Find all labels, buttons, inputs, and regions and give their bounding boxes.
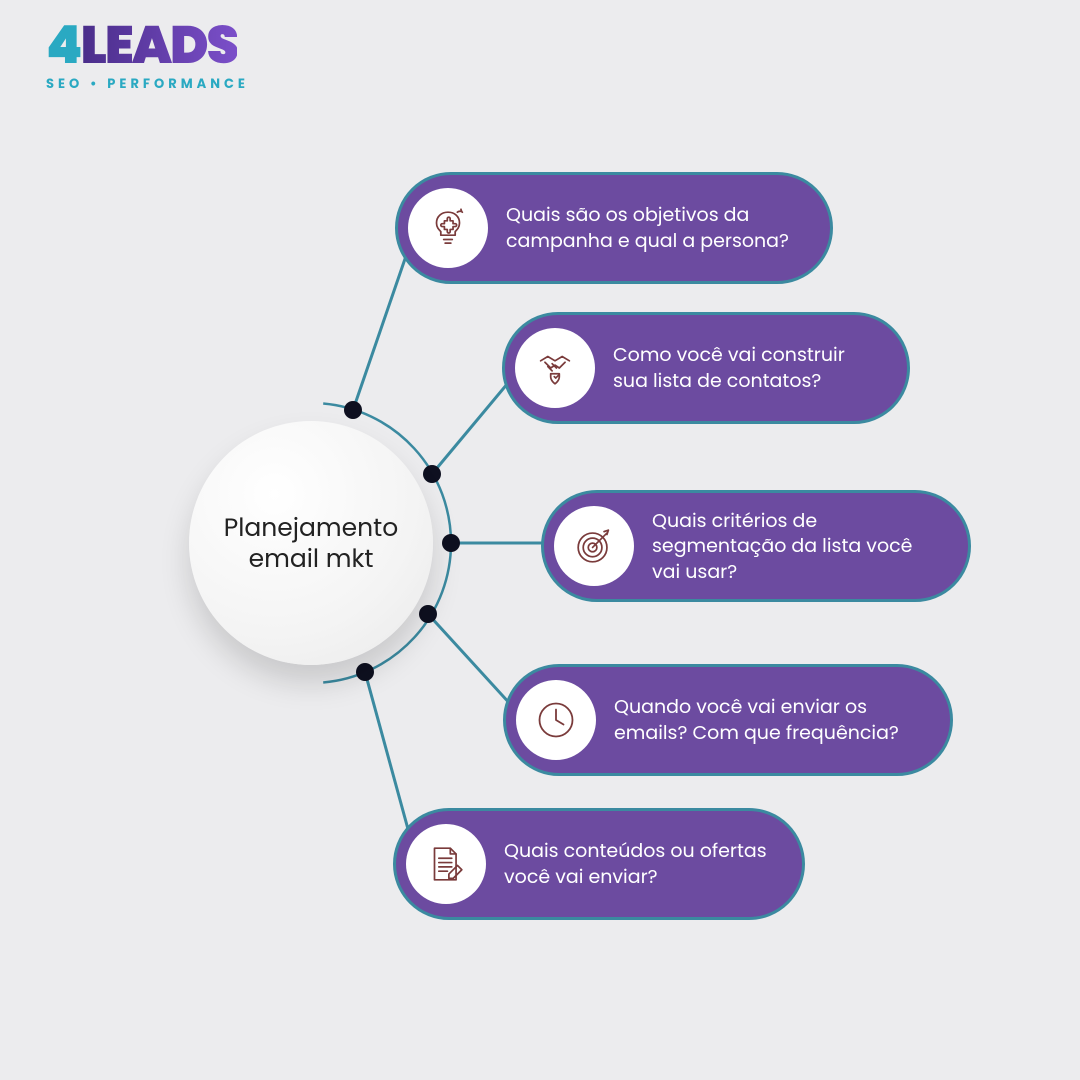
logo-word-leads: LEADS — [81, 9, 238, 82]
branch-pill-3: Quais critérios de segmentação da lista … — [541, 490, 971, 602]
logo-digit-4: 4 — [46, 9, 81, 82]
logo-sub-right: PERFORMANCE — [107, 74, 249, 93]
branch-text-1: Quais são os objetivos da campanha e qua… — [506, 202, 802, 253]
branch-pill-1: Quais são os objetivos da campanha e qua… — [395, 172, 833, 284]
brand-logo-tagline: SEO • PERFORMANCE — [46, 74, 249, 94]
infographic-canvas: 4LEADS SEO • PERFORMANCE Planejamento em… — [0, 0, 1080, 1080]
logo-sub-left: SEO — [46, 74, 83, 93]
lightbulb-puzzle-icon — [408, 188, 488, 268]
center-label-line2: email mkt — [249, 541, 374, 576]
document-pen-icon — [406, 824, 486, 904]
branch-text-4: Quando você vai enviar os emails? Com qu… — [614, 694, 922, 745]
branch-text-2: Como você vai construir sua lista de con… — [613, 342, 879, 393]
center-node: Planejamento email mkt — [189, 421, 433, 665]
branch-pill-5: Quais conteúdos ou ofertas você vai envi… — [393, 808, 805, 920]
clock-icon — [516, 680, 596, 760]
brand-logo-main: 4LEADS — [46, 20, 249, 72]
handshake-shield-icon — [515, 328, 595, 408]
target-icon — [554, 506, 634, 586]
branch-text-3: Quais critérios de segmentação da lista … — [652, 508, 940, 585]
branch-pill-2: Como você vai construir sua lista de con… — [502, 312, 910, 424]
brand-logo: 4LEADS SEO • PERFORMANCE — [46, 20, 249, 94]
center-label-line1: Planejamento — [224, 510, 398, 545]
branch-pill-4: Quando você vai enviar os emails? Com qu… — [503, 664, 953, 776]
branch-text-5: Quais conteúdos ou ofertas você vai envi… — [504, 838, 774, 889]
center-node-label: Planejamento email mkt — [224, 512, 398, 575]
logo-sub-sep: • — [90, 74, 101, 93]
